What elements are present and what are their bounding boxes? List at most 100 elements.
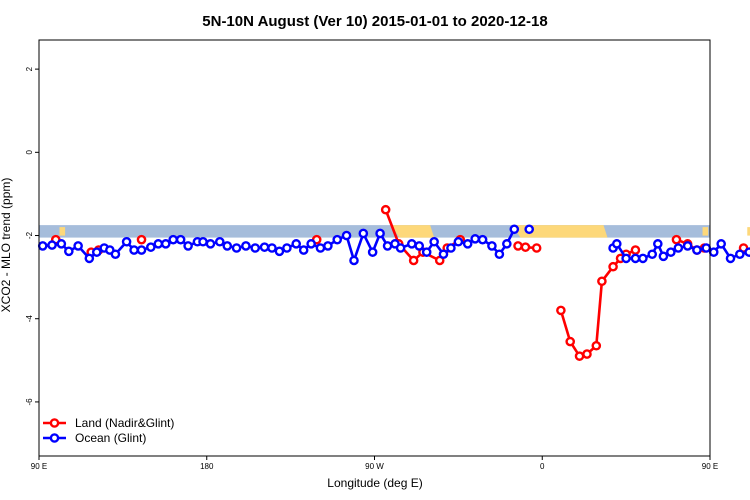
data-point (453, 236, 464, 247)
band-land (59, 227, 66, 236)
legend-marker (49, 418, 60, 428)
data-point (647, 249, 658, 260)
data-point (241, 241, 251, 251)
data-point (487, 241, 497, 251)
data-point (682, 241, 693, 251)
data-point (673, 243, 684, 253)
chart-title: 5N-10N August (Ver 10) 2015-01-01 to 202… (202, 13, 547, 30)
data-point (701, 243, 712, 253)
data-point (638, 253, 648, 264)
data-point (513, 241, 523, 251)
band-land (512, 225, 608, 238)
data-point (395, 243, 406, 253)
data-point (671, 234, 682, 245)
surface-band (39, 225, 750, 238)
data-point (692, 245, 702, 255)
data-point (315, 243, 326, 253)
data-point (146, 242, 156, 252)
data-point (298, 245, 309, 255)
band-land (391, 225, 435, 238)
data-point (531, 243, 542, 253)
y-tick-label: -6 (25, 398, 34, 406)
data-point (183, 241, 193, 251)
data-point (91, 247, 102, 257)
data-point (175, 234, 186, 245)
x-tick-label: 90 W (365, 462, 384, 471)
y-tick-label: -2 (25, 231, 34, 239)
data-point (121, 236, 132, 247)
data-point (349, 255, 359, 266)
data-point (198, 236, 208, 247)
data-point (408, 255, 419, 266)
data-point (250, 243, 261, 253)
data-point (438, 249, 449, 260)
legend-label: Land (Nadir&Glint) (75, 416, 174, 430)
data-point (421, 247, 432, 257)
data-point (64, 246, 74, 257)
band-land (747, 227, 750, 236)
data-point (574, 351, 585, 361)
x-tick-label: 0 (540, 462, 545, 471)
y-tick-label: -4 (25, 315, 34, 323)
data-point (358, 228, 369, 239)
data-point (214, 236, 225, 247)
data-point (716, 239, 726, 249)
data-point (612, 239, 622, 249)
data-point (582, 349, 592, 359)
data-point (267, 243, 277, 253)
data-point (332, 234, 343, 245)
data-point (708, 247, 719, 257)
x-tick-label: 90 E (31, 462, 47, 471)
data-point (608, 261, 618, 272)
data-series (37, 204, 750, 361)
series-ocean (37, 224, 750, 266)
data-point (37, 241, 48, 251)
data-point (470, 234, 480, 244)
legend-marker (49, 433, 60, 443)
data-point (446, 243, 456, 253)
data-point (380, 204, 391, 215)
data-point (56, 239, 67, 249)
data-point (462, 239, 473, 249)
data-point (129, 245, 139, 255)
data-point (630, 245, 641, 255)
y-tick-label: 0 (25, 150, 34, 155)
data-point (630, 253, 641, 264)
data-point (73, 241, 83, 251)
x-tick-label: 90 E (702, 462, 718, 471)
data-point (725, 253, 736, 264)
data-point (306, 239, 316, 249)
data-point (520, 242, 531, 252)
data-point (168, 234, 178, 245)
data-point (509, 224, 520, 235)
y-axis-label: XCO2 - MLO trend (ppm) (0, 178, 13, 313)
data-point (136, 234, 147, 245)
data-point (84, 253, 95, 264)
data-point (621, 253, 631, 264)
data-point (367, 247, 378, 257)
data-point (666, 247, 676, 257)
data-point (524, 224, 535, 235)
data-point (323, 241, 333, 251)
data-point (231, 243, 242, 253)
data-point (160, 239, 171, 249)
data-point (597, 276, 607, 287)
data-point (429, 236, 439, 247)
data-point (565, 336, 576, 347)
data-point (222, 241, 233, 251)
data-point (653, 239, 663, 249)
data-point (591, 340, 602, 351)
data-point (153, 239, 164, 249)
data-point (556, 305, 566, 316)
legend-label: Ocean (Glint) (75, 431, 146, 445)
data-point (136, 245, 147, 255)
axes: 90 E 180 90 W 0 90 E 2 0 -2 -4 -6 (25, 66, 718, 471)
data-point (47, 240, 57, 250)
data-point (274, 246, 285, 257)
data-point (382, 241, 393, 251)
data-point (341, 230, 352, 241)
x-tick-label: 180 (200, 462, 214, 471)
data-point (414, 241, 425, 251)
data-point (375, 228, 385, 239)
